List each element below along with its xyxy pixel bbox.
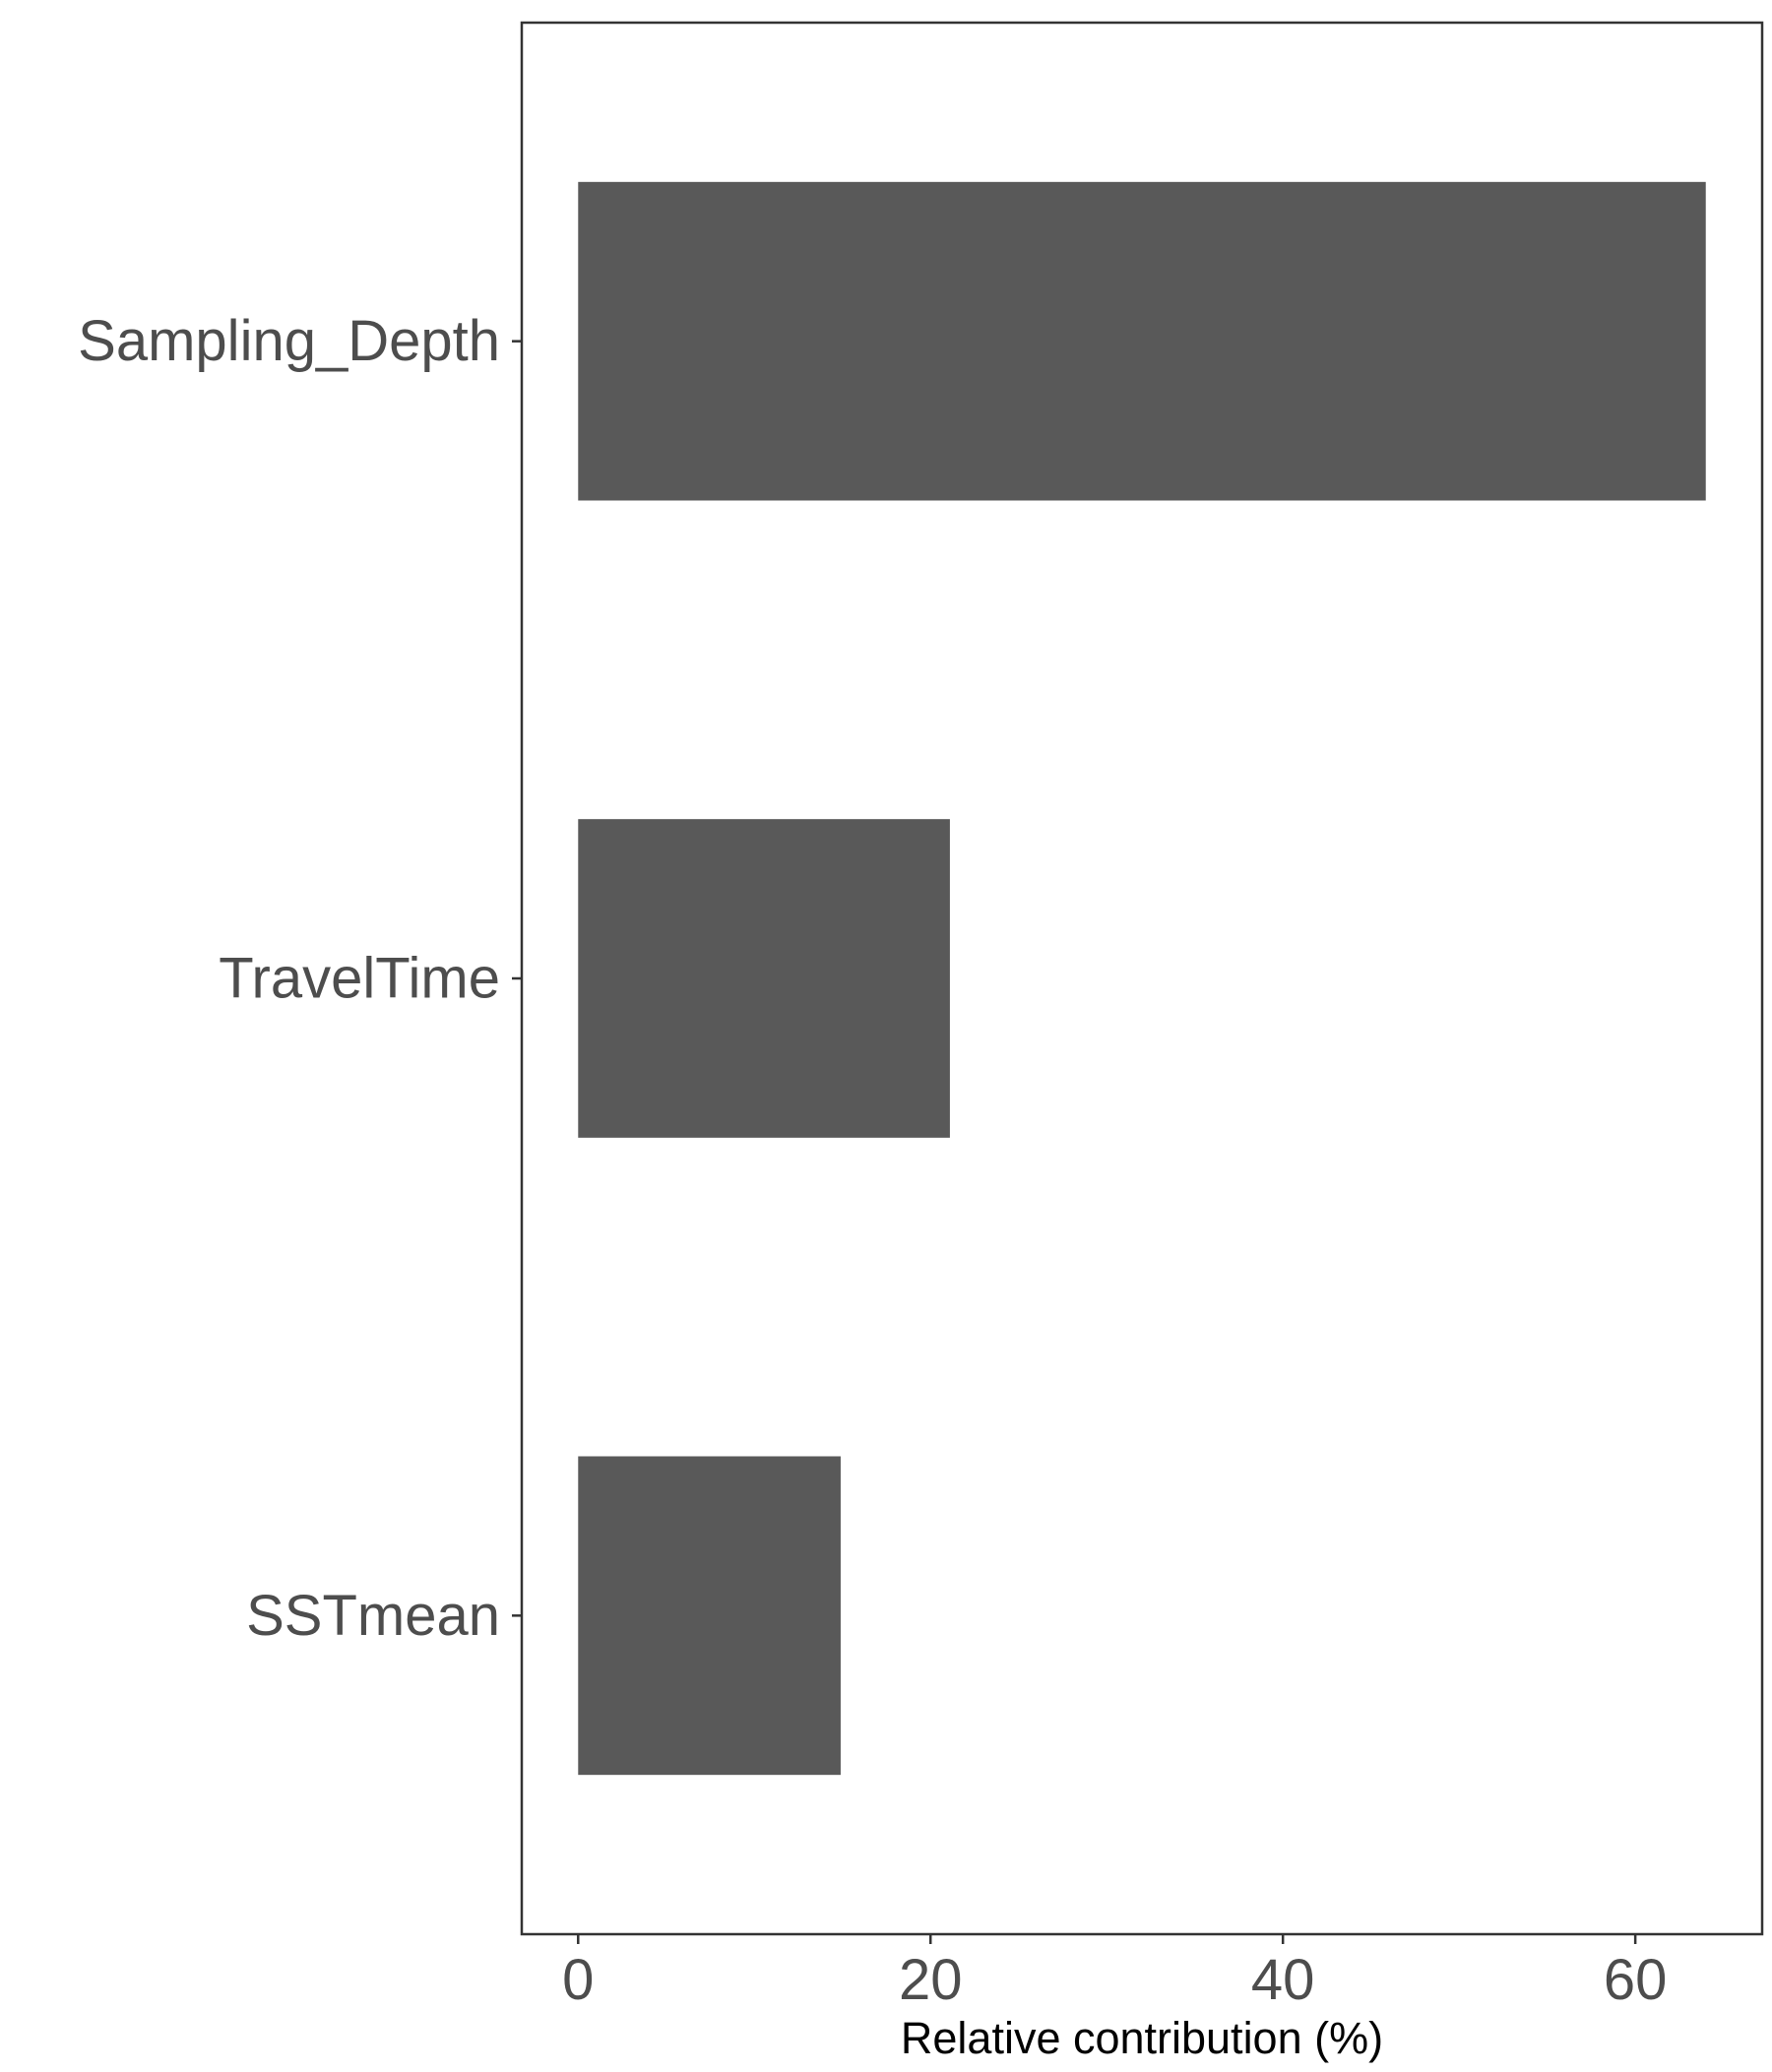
bar-sampling-depth [578, 181, 1706, 501]
y-tick-label-sampling-depth: Sampling_Depth [78, 309, 500, 373]
x-axis: 0 20 40 60 [562, 1934, 1667, 2012]
x-axis-title: Relative contribution (%) [901, 2013, 1383, 2063]
x-tick-label-60: 60 [1604, 1948, 1668, 2012]
y-axis: Sampling_Depth TravelTime SSTmean [78, 309, 522, 1648]
y-tick-label-traveltime: TravelTime [219, 947, 500, 1011]
y-tick-label-sstmean: SSTmean [246, 1584, 500, 1648]
x-tick-label-20: 20 [899, 1948, 963, 2012]
x-tick-label-40: 40 [1251, 1948, 1315, 2012]
bar-sstmean [578, 1456, 841, 1776]
bars-layer [578, 181, 1706, 1776]
x-tick-label-0: 0 [562, 1948, 594, 2012]
bar-traveltime [578, 819, 950, 1138]
